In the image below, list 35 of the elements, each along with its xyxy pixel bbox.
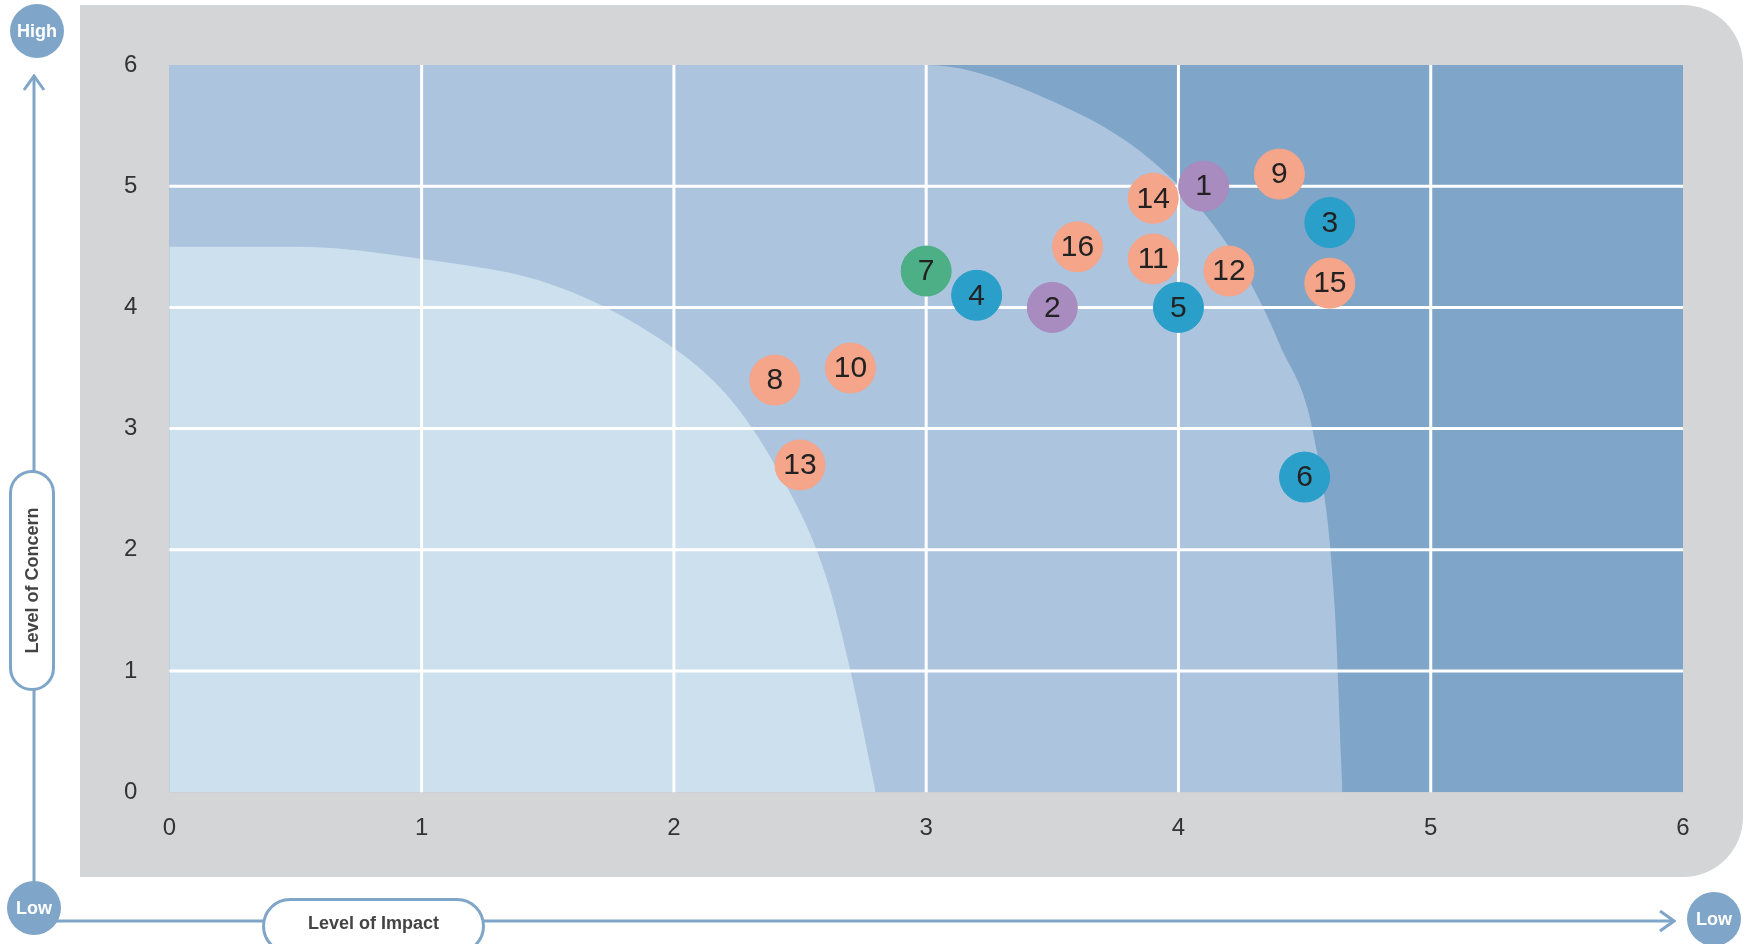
text: Low — [1687, 892, 1741, 944]
text: High — [10, 4, 64, 58]
annotation: 2 — [1043, 289, 1061, 323]
x-tick-label: 6 — [1676, 813, 1690, 841]
annotation: 11 — [1137, 241, 1169, 275]
annotation: 8 — [766, 362, 784, 396]
y-tick-label: 4 — [123, 292, 138, 320]
x-tick-label: 5 — [1424, 813, 1438, 841]
y-tick-label: 0 — [123, 776, 138, 804]
x-tick-label: 3 — [919, 813, 933, 841]
annotation: 13 — [783, 447, 817, 481]
y-tick-label: 6 — [123, 49, 138, 77]
annotation: 1 — [1195, 168, 1213, 202]
x-tick-label: 4 — [1171, 813, 1186, 841]
annotation: 9 — [1271, 156, 1288, 190]
y-axis-title: Level of Concern — [21, 507, 43, 654]
annotation: 7 — [917, 253, 935, 287]
y-tick-label: 1 — [123, 655, 138, 683]
text: Low — [7, 881, 61, 935]
annotation: 15 — [1313, 265, 1347, 299]
annotation: 4 — [968, 277, 985, 311]
annotation: 6 — [1296, 459, 1313, 493]
annotation: 14 — [1136, 180, 1170, 214]
x-axis-title: Level of Impact — [262, 898, 485, 944]
y-tick-label: 3 — [123, 413, 138, 441]
annotation: 3 — [1321, 204, 1339, 238]
y-tick-label: 5 — [123, 170, 138, 198]
y-tick-label: 2 — [123, 534, 138, 562]
annotation: 16 — [1060, 229, 1095, 263]
x-tick-label: 2 — [667, 813, 681, 841]
annotation: 12 — [1212, 253, 1246, 287]
annotation: 10 — [833, 350, 868, 384]
annotation: 5 — [1170, 289, 1187, 323]
x-tick-label: 0 — [162, 813, 177, 841]
x-tick-label: 1 — [414, 813, 429, 841]
